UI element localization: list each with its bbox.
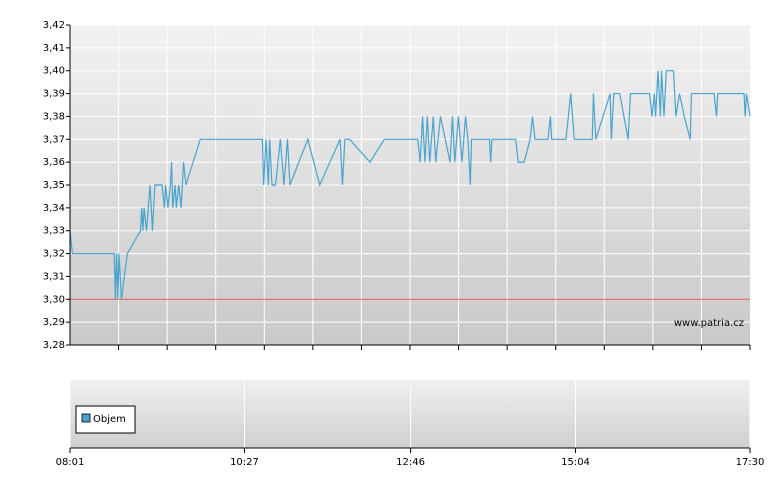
x-tick-label: 10:27 (230, 457, 259, 468)
y-tick-label: 3,29 (43, 317, 65, 328)
y-tick-label: 3,38 (43, 111, 65, 122)
y-tick-label: 3,32 (43, 249, 65, 260)
y-tick-label: 3,34 (43, 203, 65, 214)
legend-swatch (81, 413, 91, 423)
x-tick-label: 12:46 (396, 457, 425, 468)
y-tick-label: 3,33 (43, 226, 65, 237)
y-tick-label: 3,37 (43, 134, 65, 145)
y-tick-label: 3,31 (43, 271, 65, 282)
watermark: www.patria.cz (674, 318, 744, 329)
price-line (69, 70, 751, 300)
y-tick-label: 3,28 (43, 340, 65, 351)
y-tick-label: 3,41 (43, 43, 65, 54)
volume-area (70, 380, 750, 448)
y-tick-label: 3,39 (43, 89, 65, 100)
y-tick-label: 3,40 (43, 66, 65, 77)
y-tick-label: 3,36 (43, 157, 65, 168)
x-tick-label: 17:30 (736, 457, 765, 468)
y-tick-label: 3,30 (43, 294, 65, 305)
legend-label: Objem (93, 414, 126, 425)
y-tick-label: 3,35 (43, 180, 65, 191)
y-tick-label: 3,42 (43, 20, 65, 31)
x-tick-label: 08:01 (56, 457, 85, 468)
x-tick-label: 15:04 (561, 457, 590, 468)
